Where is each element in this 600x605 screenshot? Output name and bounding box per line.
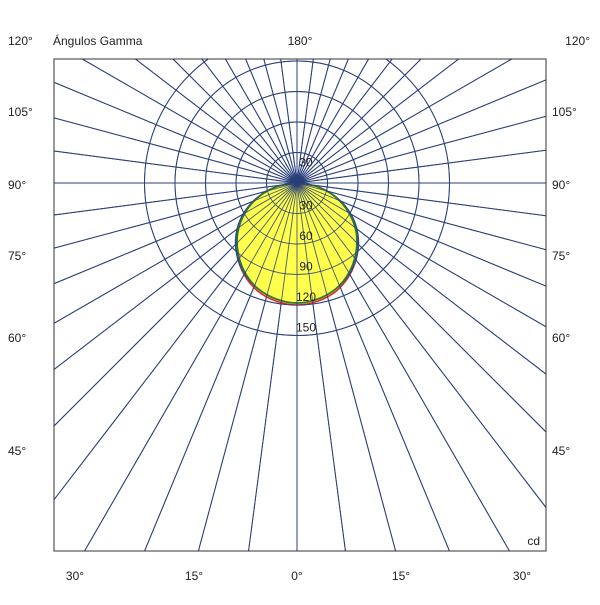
grid-spoke-overlay [81,59,298,184]
right-angle-label-45: 45° [552,444,570,458]
radial-tick-90: 90 [299,260,313,274]
grid-spoke [224,59,298,184]
grid-spoke [54,117,298,184]
grid-spoke [296,59,331,184]
grid-spoke-overlay [296,59,314,184]
grid-spoke-overlay [296,149,546,184]
grid-spoke-overlay [296,182,546,217]
grid-spoke-overlay [296,182,546,375]
grid-spoke-overlay [248,182,298,551]
grid-spoke-overlay [54,117,298,184]
grid-spoke-overlay [172,59,298,184]
grid-spoke-overlay [54,182,298,324]
grid-spoke [81,59,298,184]
grid-spoke-overlay [296,182,546,509]
grid-spoke-overlay [296,79,546,184]
grid-spoke-overlay [54,182,298,427]
top-center-angle-label: 180° [288,34,313,48]
grid-spoke-overlay [296,182,546,251]
grid-spoke [296,59,370,184]
intensity-curve-3 [236,181,358,304]
grid-spoke-overlay [296,182,450,551]
chart-title: Ángulos Gamma [53,33,143,48]
grid-spoke-overlay [197,182,298,551]
right-angle-label-60: 60° [552,331,570,345]
top-right-angle-label: 120° [565,34,590,48]
grid-spoke-overlay [144,182,298,551]
grid-spoke-overlay [296,182,546,328]
upper-radial-tick-30: 30 [299,156,313,170]
grid-spoke [296,59,460,184]
grid-spoke-overlay [296,182,546,433]
grid-spoke-overlay [54,182,298,371]
grid-spoke-overlay [296,59,349,184]
grid-spoke-overlay [54,182,298,249]
grid-spoke-overlay [296,182,510,551]
grid-spoke-overlay [296,59,513,184]
radial-tick-60: 60 [299,229,313,243]
bottom-angle-label-right-30: 30° [513,569,531,583]
grid-spoke [296,59,422,184]
unit-label: cd [527,534,540,548]
left-angle-label-75: 75° [8,249,26,263]
grid-spoke-overlay [296,59,460,184]
radial-tick-labels: 30 60 90 120 150 30 [296,156,316,335]
grid-spoke-overlay [296,182,346,551]
top-left-angle-label: 120° [8,34,33,48]
left-angle-label-45: 45° [8,444,26,458]
bottom-angle-label-right-15: 15° [392,569,410,583]
grid-spoke-overlay [54,182,298,216]
radial-tick-120: 120 [296,290,316,304]
grid-spoke-overlay [296,59,331,184]
grid-spoke [263,59,298,184]
grid-spoke-overlay [296,59,422,184]
grid-spoke-overlay [201,59,298,184]
grid-spoke-overlay [54,182,298,285]
grid-spoke [54,81,298,184]
grid-spoke-overlay [296,115,546,184]
grid-spoke [172,59,298,184]
bottom-angle-label-left-15: 15° [185,569,203,583]
bottom-angle-label-0: 0° [291,569,303,583]
grid-spoke [134,59,298,184]
plot-frame [53,58,547,552]
right-angle-label-90: 90° [552,178,570,192]
radial-tick-30: 30 [299,199,313,213]
left-angle-label-105: 105° [8,105,33,119]
grid-spoke [296,149,546,184]
left-angle-label-90: 90° [8,178,26,192]
grid-spoke-overlay [84,182,298,551]
bottom-angle-label-left-30: 30° [66,569,84,583]
grid-spoke-overlay [296,59,370,184]
grid-spoke [296,59,513,184]
grid-spoke-overlay [224,59,298,184]
grid-spoke-overlay [134,59,298,184]
grid-spoke-overlay [296,59,393,184]
grid-spoke-overlay [296,182,546,287]
left-angle-label-60: 60° [8,331,26,345]
right-angle-label-75: 75° [552,249,570,263]
radial-tick-150: 150 [296,321,316,335]
grid-spoke-overlay [263,59,298,184]
grid-spoke-overlay [54,81,298,184]
grid-spoke-overlay [54,182,298,501]
right-angle-label-105: 105° [552,105,577,119]
grid-spoke [54,150,298,184]
grid-spoke [296,79,546,184]
grid-spoke-overlay [245,59,298,184]
grid-spoke-overlay [296,182,397,551]
grid-spoke-overlay [280,59,298,184]
grid-spoke-overlay [54,150,298,184]
